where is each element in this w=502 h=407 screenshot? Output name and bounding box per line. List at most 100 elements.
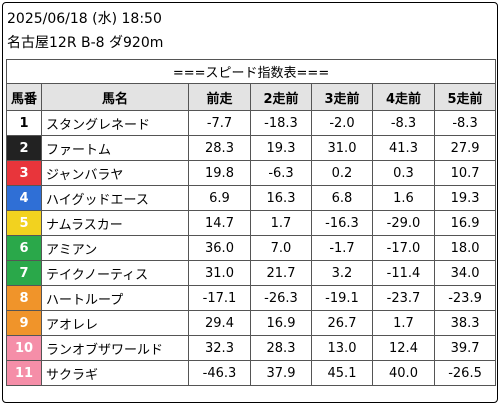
table-row: 2 ファートム 28.3 19.3 31.0 41.3 27.9 (6, 135, 497, 161)
speed-index-cell: 39.7 (433, 335, 497, 361)
speed-index-cell: 37.9 (250, 360, 312, 386)
speed-index-cell: 34.0 (433, 260, 497, 286)
horse-name-cell: ファートム (41, 135, 189, 161)
speed-index-cell: -23.9 (433, 285, 497, 311)
horse-number-cell: 1 (6, 110, 42, 136)
speed-index-cell: -1.7 (311, 235, 373, 261)
horse-number-cell: 7 (6, 260, 42, 286)
table-title-row: ===スピード指数表=== (5, 59, 497, 84)
speed-index-cell: -19.1 (311, 285, 373, 311)
speed-index-cell: -7.7 (188, 110, 251, 136)
table-row: 8 ハートループ -17.1 -26.3 -19.1 -23.7 -23.9 (6, 285, 497, 311)
speed-index-cell: 16.9 (433, 210, 497, 236)
table-row: 11 サクラギ -46.3 37.9 45.1 40.0 -26.5 (6, 360, 497, 386)
speed-index-table: ===スピード指数表=== 馬番 馬名 前走 2走前 3走前 4走前 5走前 1… (5, 59, 497, 386)
col-header-4-races-ago: 4走前 (372, 83, 435, 111)
horse-number-cell: 10 (6, 335, 42, 361)
speed-index-cell: -8.3 (433, 110, 497, 136)
speed-index-cell: 19.3 (250, 135, 312, 161)
table-body: ===スピード指数表=== 馬番 馬名 前走 2走前 3走前 4走前 5走前 1… (5, 59, 497, 386)
speed-index-cell: 12.4 (372, 335, 435, 361)
speed-index-cell: 6.9 (188, 185, 251, 211)
col-header-last-race: 前走 (188, 83, 251, 111)
speed-index-cell: 41.3 (372, 135, 435, 161)
speed-index-cell: -26.5 (433, 360, 497, 386)
table-row: 6 アミアン 36.0 7.0 -1.7 -17.0 18.0 (6, 235, 497, 261)
speed-index-cell: 26.7 (311, 310, 373, 336)
horse-number-cell: 4 (6, 185, 42, 211)
speed-index-cell: 36.0 (188, 235, 251, 261)
speed-index-cell: 40.0 (372, 360, 435, 386)
table-row: 3 ジャンバラヤ 19.8 -6.3 0.2 0.3 10.7 (6, 160, 497, 186)
horse-name-cell: ナムラスカー (41, 210, 189, 236)
speed-index-cell: -11.4 (372, 260, 435, 286)
speed-index-cell: 16.9 (250, 310, 312, 336)
horse-name-cell: ランオブザワールド (41, 335, 189, 361)
table-row: 1 スタングレネード -7.7 -18.3 -2.0 -8.3 -8.3 (6, 110, 497, 136)
speed-index-cell: 0.2 (311, 160, 373, 186)
horse-name-cell: アオレレ (41, 310, 189, 336)
speed-index-cell: -29.0 (372, 210, 435, 236)
table-row: 7 テイクノーティス 31.0 21.7 3.2 -11.4 34.0 (6, 260, 497, 286)
horse-name-cell: アミアン (41, 235, 189, 261)
speed-index-cell: -2.0 (311, 110, 373, 136)
speed-index-cell: 19.3 (433, 185, 497, 211)
speed-index-cell: -17.0 (372, 235, 435, 261)
speed-index-cell: -46.3 (188, 360, 251, 386)
speed-index-cell: 21.7 (250, 260, 312, 286)
speed-index-cell: 6.8 (311, 185, 373, 211)
speed-index-cell: -23.7 (372, 285, 435, 311)
speed-index-cell: -17.1 (188, 285, 251, 311)
speed-index-cell: 45.1 (311, 360, 373, 386)
speed-index-cell: 10.7 (433, 160, 497, 186)
speed-index-cell: 1.7 (250, 210, 312, 236)
table-row: 5 ナムラスカー 14.7 1.7 -16.3 -29.0 16.9 (6, 210, 497, 236)
horse-number-cell: 3 (6, 160, 42, 186)
speed-index-cell: 13.0 (311, 335, 373, 361)
speed-index-cell: 27.9 (433, 135, 497, 161)
speed-index-cell: -8.3 (372, 110, 435, 136)
horse-name-cell: スタングレネード (41, 110, 189, 136)
speed-index-cell: 38.3 (433, 310, 497, 336)
speed-index-cell: 1.7 (372, 310, 435, 336)
table-row: 9 アオレレ 29.4 16.9 26.7 1.7 38.3 (6, 310, 497, 336)
speed-index-cell: -16.3 (311, 210, 373, 236)
col-header-2-races-ago: 2走前 (250, 83, 312, 111)
race-datetime: 2025/06/18 (水) 18:50 (7, 11, 162, 27)
horse-name-cell: ハイグッドエース (41, 185, 189, 211)
speed-index-cell: 28.3 (250, 335, 312, 361)
col-header-3-races-ago: 3走前 (311, 83, 373, 111)
speed-index-cell: 19.8 (188, 160, 251, 186)
col-header-horse-name: 馬名 (41, 83, 189, 111)
table-header-row: 馬番 馬名 前走 2走前 3走前 4走前 5走前 (6, 83, 497, 111)
table-row: 10 ランオブザワールド 32.3 28.3 13.0 12.4 39.7 (6, 335, 497, 361)
race-info: 名古屋12R B-8 ダ920m (7, 35, 164, 51)
speed-index-card: 2025/06/18 (水) 18:50 名古屋12R B-8 ダ920m ==… (2, 2, 498, 403)
speed-index-cell: -18.3 (250, 110, 312, 136)
horse-number-cell: 9 (6, 310, 42, 336)
speed-index-cell: 7.0 (250, 235, 312, 261)
speed-index-cell: 14.7 (188, 210, 251, 236)
speed-index-cell: 18.0 (433, 235, 497, 261)
horse-number-cell: 8 (6, 285, 42, 311)
speed-index-cell: 3.2 (311, 260, 373, 286)
col-header-5-races-ago: 5走前 (433, 83, 497, 111)
horse-number-cell: 6 (6, 235, 42, 261)
horse-number-cell: 5 (6, 210, 42, 236)
horse-name-cell: サクラギ (41, 360, 189, 386)
speed-index-cell: 29.4 (188, 310, 251, 336)
col-header-number: 馬番 (6, 83, 42, 111)
speed-index-cell: 31.0 (188, 260, 251, 286)
speed-index-cell: 1.6 (372, 185, 435, 211)
speed-index-cell: 0.3 (372, 160, 435, 186)
speed-index-cell: 32.3 (188, 335, 251, 361)
horse-name-cell: テイクノーティス (41, 260, 189, 286)
speed-index-cell: 31.0 (311, 135, 373, 161)
speed-index-cell: -6.3 (250, 160, 312, 186)
horse-number-cell: 11 (6, 360, 42, 386)
table-row: 4 ハイグッドエース 6.9 16.3 6.8 1.6 19.3 (6, 185, 497, 211)
horse-number-cell: 2 (6, 135, 42, 161)
horse-name-cell: ハートループ (41, 285, 189, 311)
speed-index-cell: 28.3 (188, 135, 251, 161)
speed-index-cell: 16.3 (250, 185, 312, 211)
